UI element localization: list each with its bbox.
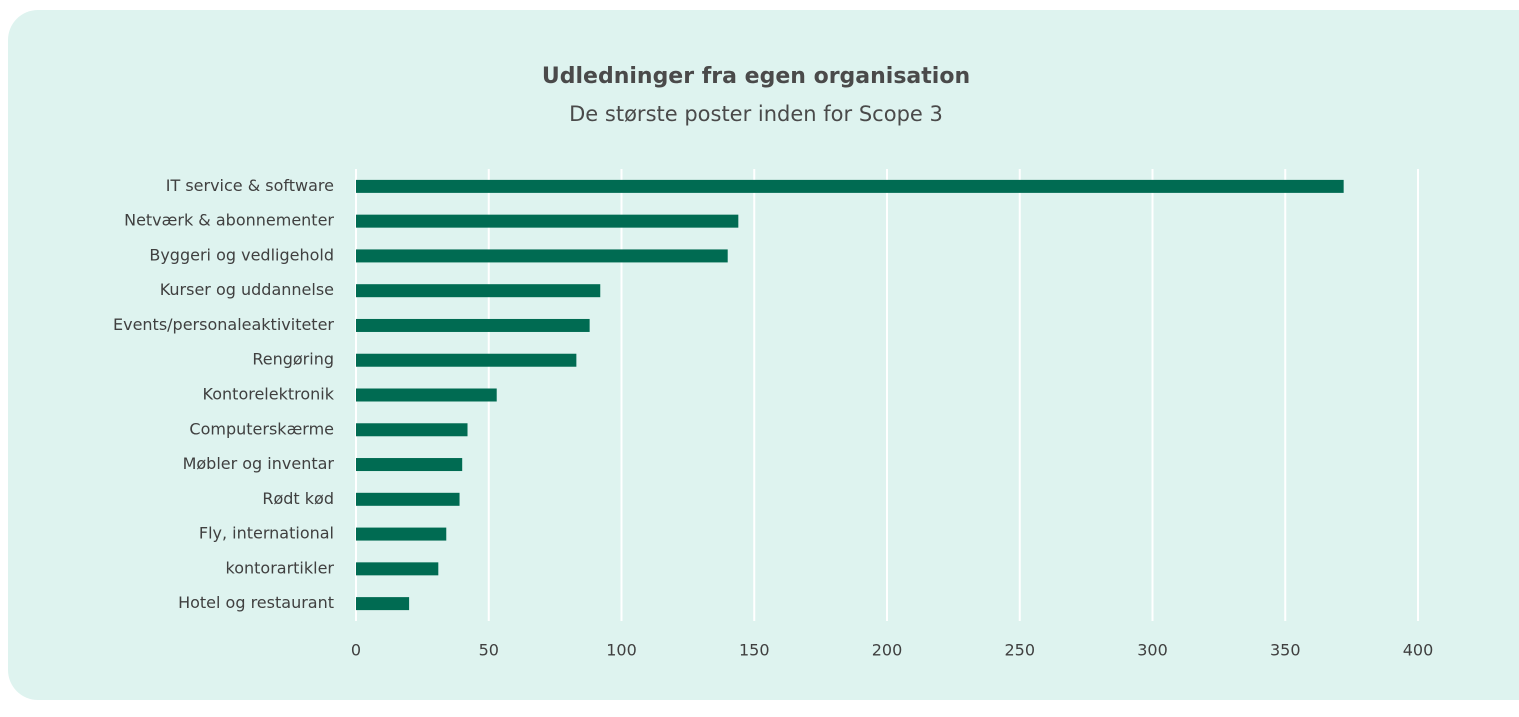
bar [356,388,497,402]
y-tick-label: Events/personaleaktiviteter [113,315,334,334]
bar [356,597,410,611]
y-tick-label: Byggeri og vedligehold [149,245,334,264]
bar [356,458,463,472]
bar [356,353,577,367]
y-tick-label: Kurser og uddannelse [160,280,334,299]
y-tick-label: Computerskærme [189,419,334,438]
y-tick-label: Kontorelektronik [203,385,335,404]
y-tick-label: Netværk & abonnementer [124,211,334,230]
chart-subtitle: De største poster inden for Scope 3 [569,102,943,126]
chart-title: Udledninger fra egen organisation [542,64,970,89]
bar [356,527,447,541]
bar [356,284,601,298]
bar [356,249,728,263]
y-tick-label: Fly, international [199,524,334,543]
y-tick-label: Møbler og inventar [183,454,335,473]
x-tick-label: 150 [739,641,770,660]
bar [356,318,590,332]
x-tick-label: 350 [1270,641,1301,660]
x-tick-label: 0 [351,641,361,660]
y-tick-label: Hotel og restaurant [178,593,334,612]
x-tick-label: 100 [606,641,637,660]
y-tick-label: kontorartikler [226,558,335,577]
bar [356,179,1344,193]
x-tick-label: 250 [1004,641,1035,660]
bar [356,562,439,576]
y-tick-label: Rødt kød [262,489,334,508]
x-tick-label: 300 [1137,641,1168,660]
x-tick-label: 50 [479,641,499,660]
bar [356,214,739,228]
x-tick-label: 200 [872,641,903,660]
y-tick-label: IT service & software [166,176,334,195]
bar [356,492,460,506]
bar [356,423,468,437]
x-tick-label: 400 [1403,641,1434,660]
y-tick-label: Rengøring [252,350,334,369]
